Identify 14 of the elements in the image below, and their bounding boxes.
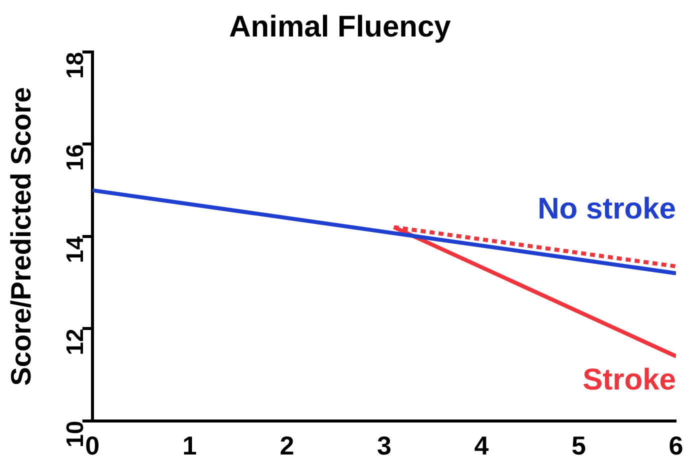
- y-tick-label: 14: [62, 236, 90, 264]
- series-label: No stroke: [538, 192, 676, 226]
- chart-title: Animal Fluency: [229, 10, 452, 44]
- x-tick-label: 3: [376, 430, 392, 461]
- y-tick-label: 16: [62, 144, 90, 171]
- x-tick-label: 5: [572, 430, 586, 461]
- y-tick-label: 12: [62, 328, 90, 356]
- x-tick-label: 2: [280, 430, 294, 461]
- y-tick-label: 18: [62, 52, 90, 79]
- y-axis-title: Score/Predicted Score: [6, 86, 37, 386]
- x-tick-label: 1: [182, 430, 197, 461]
- x-tick-label: 4: [474, 430, 490, 461]
- series-label: Stroke: [582, 364, 676, 397]
- x-tick-label: 6: [668, 430, 684, 461]
